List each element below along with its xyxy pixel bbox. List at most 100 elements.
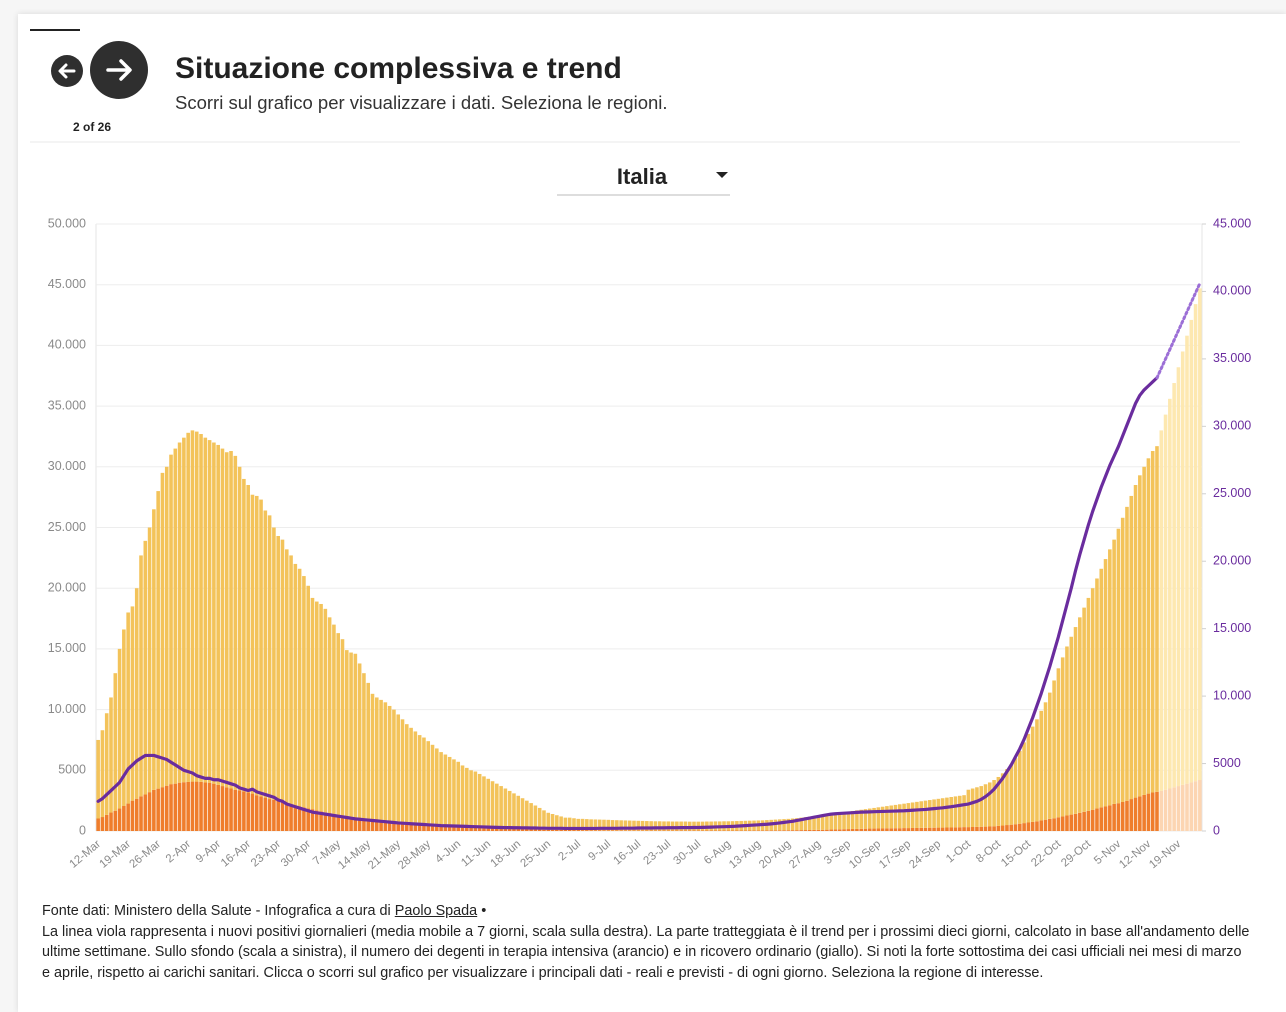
bar <box>233 789 238 831</box>
bar <box>117 808 122 831</box>
bar <box>1176 367 1181 787</box>
bar <box>859 828 863 831</box>
bar <box>859 809 863 829</box>
bar <box>812 829 816 831</box>
bar <box>872 828 876 831</box>
bar <box>306 808 310 831</box>
bar <box>233 455 238 790</box>
bar <box>1069 636 1074 815</box>
bar <box>889 805 893 829</box>
author-link[interactable]: Paolo Spada <box>394 903 478 919</box>
bar <box>782 819 786 831</box>
bar <box>623 830 628 831</box>
y-tick-label: 45.000 <box>48 277 86 291</box>
bar <box>503 788 508 829</box>
bar <box>435 748 439 826</box>
bar <box>837 829 842 831</box>
bar <box>117 648 122 809</box>
bar <box>589 830 593 831</box>
x-tick-label: 27-Aug <box>787 838 823 871</box>
bar <box>379 699 383 822</box>
bar <box>962 827 966 831</box>
bar <box>190 430 195 782</box>
bar <box>435 825 439 831</box>
bar <box>297 806 302 831</box>
bar <box>280 802 285 831</box>
bar <box>439 752 443 826</box>
bar <box>160 787 165 831</box>
bar <box>636 820 641 831</box>
bar <box>319 603 323 812</box>
bar <box>559 816 563 830</box>
x-tick-label: 18-Jun <box>489 838 524 870</box>
bar <box>820 829 825 831</box>
forward-button[interactable] <box>90 41 148 99</box>
bar <box>452 826 456 831</box>
bar <box>1125 800 1129 831</box>
bar <box>790 830 795 831</box>
bar <box>936 827 941 831</box>
bar <box>156 491 160 789</box>
bar <box>439 825 443 831</box>
bar <box>327 813 332 831</box>
bar <box>988 826 992 831</box>
bar <box>1056 817 1061 831</box>
bar <box>237 790 242 831</box>
region-selector[interactable]: Italia <box>557 164 730 196</box>
bar <box>1090 809 1095 831</box>
bar <box>396 714 401 824</box>
bar <box>996 776 1001 826</box>
bar <box>932 799 936 828</box>
selector-caret[interactable] <box>716 172 728 178</box>
bar <box>1026 733 1031 823</box>
back-button[interactable] <box>51 55 83 87</box>
bar <box>627 830 632 831</box>
bar <box>692 830 696 831</box>
bar <box>996 825 1001 831</box>
bar <box>525 829 529 831</box>
bar <box>700 830 705 831</box>
bar <box>199 781 203 831</box>
bar <box>370 693 375 821</box>
bar <box>96 739 100 819</box>
bar <box>216 784 220 831</box>
bar <box>1116 803 1121 831</box>
bar <box>1146 458 1151 794</box>
bar <box>610 820 615 831</box>
bar <box>383 702 388 822</box>
bar <box>293 563 298 806</box>
bar <box>147 792 152 831</box>
bar <box>992 826 996 831</box>
bar <box>1013 824 1018 831</box>
bar <box>152 509 156 790</box>
bars <box>96 288 1202 831</box>
bar <box>473 827 478 831</box>
bar <box>1133 797 1138 831</box>
bar <box>632 830 636 831</box>
bar <box>567 829 572 831</box>
selector-label[interactable]: Italia <box>617 164 668 189</box>
bar <box>966 827 971 831</box>
bar <box>812 816 816 830</box>
bar <box>126 803 130 831</box>
bar <box>173 783 178 831</box>
bar <box>1065 815 1069 831</box>
bar <box>966 789 971 828</box>
bar <box>640 830 645 831</box>
bar <box>430 744 435 826</box>
x-tick-label: 24-Sep <box>907 838 943 871</box>
bar <box>344 815 349 831</box>
bar <box>284 803 289 831</box>
bar <box>533 829 538 831</box>
bar <box>666 830 671 831</box>
bar <box>567 817 572 830</box>
x-tick-label: 29-Oct <box>1059 838 1094 870</box>
bar <box>623 820 628 831</box>
y2-tick-label: 5000 <box>1213 756 1241 770</box>
bar <box>867 808 872 829</box>
bar <box>897 804 902 829</box>
bar <box>456 761 461 827</box>
bar <box>833 813 838 830</box>
bar <box>919 827 924 831</box>
